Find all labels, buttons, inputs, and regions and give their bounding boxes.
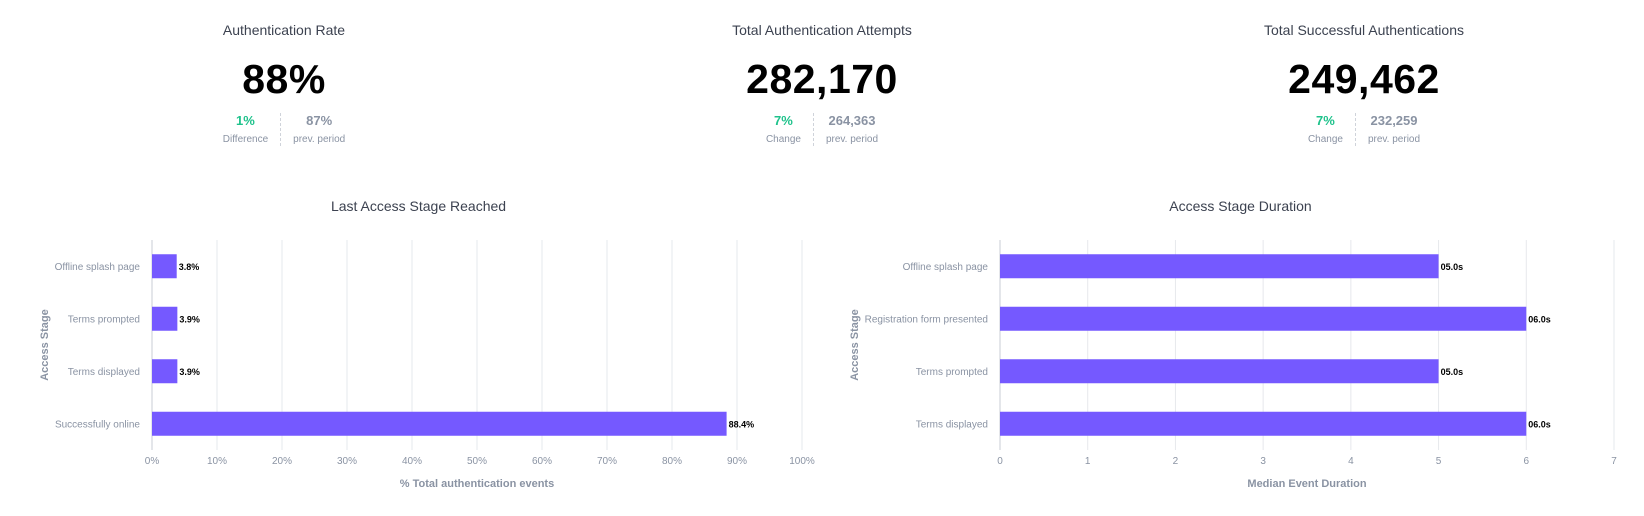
data-label: 3.9% [179, 314, 200, 324]
kpi-comparison: 7% Change 264,363 prev. period [548, 113, 1096, 146]
kpi-authentication-rate: Authentication Rate 88% 1% Difference 87… [10, 0, 558, 165]
bar [1000, 411, 1527, 436]
kpi-prev-value: 232,259 [1370, 113, 1418, 128]
access-stage-duration-chart: Access Stage Duration 0 1 2 3 4 5 6 7 Offline sp… [822, 190, 1644, 510]
y-tick-label: Offline splash page [903, 262, 989, 273]
y-tick-label: Terms prompted [916, 367, 988, 378]
x-tick-label: 7 [1611, 456, 1617, 467]
x-tick-label: 70% [597, 456, 617, 467]
data-label: 05.0s [1441, 367, 1464, 377]
x-axis-title: Median Event Duration [1247, 478, 1366, 490]
x-tick-label: 10% [207, 456, 227, 467]
kpi-change-label: Change [1307, 134, 1343, 145]
kpi-change-value: 7% [774, 113, 793, 128]
kpi-title: Authentication Rate [222, 22, 346, 38]
kpi-prev-label: prev. period [293, 134, 346, 145]
kpi-prev-cell: 87% prev. period [281, 113, 357, 146]
chart-title: Last Access Stage Reached [330, 198, 507, 214]
kpi-comparison: 7% Change 232,259 prev. period [1090, 113, 1638, 146]
kpi-change-value: 7% [1316, 113, 1335, 128]
x-tick-label: 6 [1524, 456, 1530, 467]
x-tick-label: 5 [1436, 456, 1442, 467]
data-label: 3.8% [179, 262, 200, 272]
bar [1000, 254, 1439, 279]
kpi-change-cell: 7% Change [1296, 113, 1356, 146]
kpi-change-cell: 7% Change [754, 113, 814, 146]
y-tick-label: Successfully online [55, 419, 140, 430]
y-tick-label: Offline splash page [55, 262, 141, 273]
x-tick-label: 90% [727, 456, 747, 467]
x-tick-label: 50% [467, 456, 487, 467]
x-tick-label: 100% [789, 456, 815, 467]
bar [152, 359, 178, 384]
bar [152, 254, 177, 279]
y-tick-label: Terms prompted [68, 314, 140, 325]
y-axis-title: Access Stage [39, 309, 51, 381]
kpi-value: 249,462 [1288, 56, 1440, 102]
last-access-stage-chart: Last Access Stage Reached 0% 10% 20% 30% 40%… [0, 190, 822, 510]
bar [152, 306, 178, 331]
x-tick-label: 20% [272, 456, 292, 467]
kpi-comparison: 1% Difference 87% prev. period [10, 113, 558, 146]
x-tick-label: 2 [1173, 456, 1179, 467]
y-axis-title: Access Stage [849, 309, 861, 381]
kpi-prev-cell: 232,259 prev. period [1356, 113, 1432, 146]
kpi-change-label: Difference [222, 134, 269, 145]
kpi-total-successful-authentications: Total Successful Authentications 249,462… [1090, 0, 1638, 165]
kpi-prev-value: 264,363 [828, 113, 876, 128]
kpi-prev-label: prev. period [825, 134, 879, 145]
kpi-title: Total Successful Authentications [1263, 22, 1464, 38]
x-tick-label: 4 [1348, 456, 1354, 467]
x-tick-label: 80% [662, 456, 682, 467]
data-label: 3.9% [179, 367, 200, 377]
kpi-prev-label: prev. period [1367, 134, 1421, 145]
x-tick-label: 0 [997, 456, 1003, 467]
kpi-total-authentication-attempts: Total Authentication Attempts 282,170 7%… [548, 0, 1096, 165]
kpi-value: 282,170 [746, 56, 898, 102]
last-access-stage-plot: 0% 10% 20% 30% 40% 50% 60% 70% 80% 90% 100% Offline… [39, 240, 815, 490]
bar [152, 411, 727, 436]
y-tick-label: Terms displayed [68, 367, 140, 378]
kpi-change-value: 1% [236, 113, 255, 128]
x-tick-label: 3 [1260, 456, 1266, 467]
kpi-change-label: Change [765, 134, 801, 145]
data-label: 05.0s [1441, 262, 1464, 272]
kpi-title: Total Authentication Attempts [732, 22, 912, 38]
x-axis-title: % Total authentication events [400, 478, 554, 490]
chart-title: Access Stage Duration [1169, 198, 1312, 214]
access-stage-duration-plot: 0 1 2 3 4 5 6 7 Offline splash page 05.0s Registra… [849, 240, 1617, 490]
kpi-change-cell: 1% Difference [211, 113, 282, 146]
x-tick-label: 60% [532, 456, 552, 467]
bar [1000, 359, 1439, 384]
x-tick-label: 40% [402, 456, 422, 467]
kpi-value: 88% [242, 56, 326, 102]
bar [1000, 306, 1527, 331]
y-tick-label: Terms displayed [916, 419, 988, 430]
x-tick-label: 1 [1085, 456, 1091, 467]
y-tick-label: Registration form presented [865, 314, 988, 325]
data-label: 06.0s [1528, 419, 1551, 429]
data-label: 06.0s [1528, 314, 1551, 324]
data-label: 88.4% [729, 419, 755, 429]
x-tick-label: 0% [145, 456, 160, 467]
x-tick-label: 30% [337, 456, 357, 467]
kpi-prev-cell: 264,363 prev. period [814, 113, 890, 146]
kpi-prev-value: 87% [306, 113, 333, 128]
